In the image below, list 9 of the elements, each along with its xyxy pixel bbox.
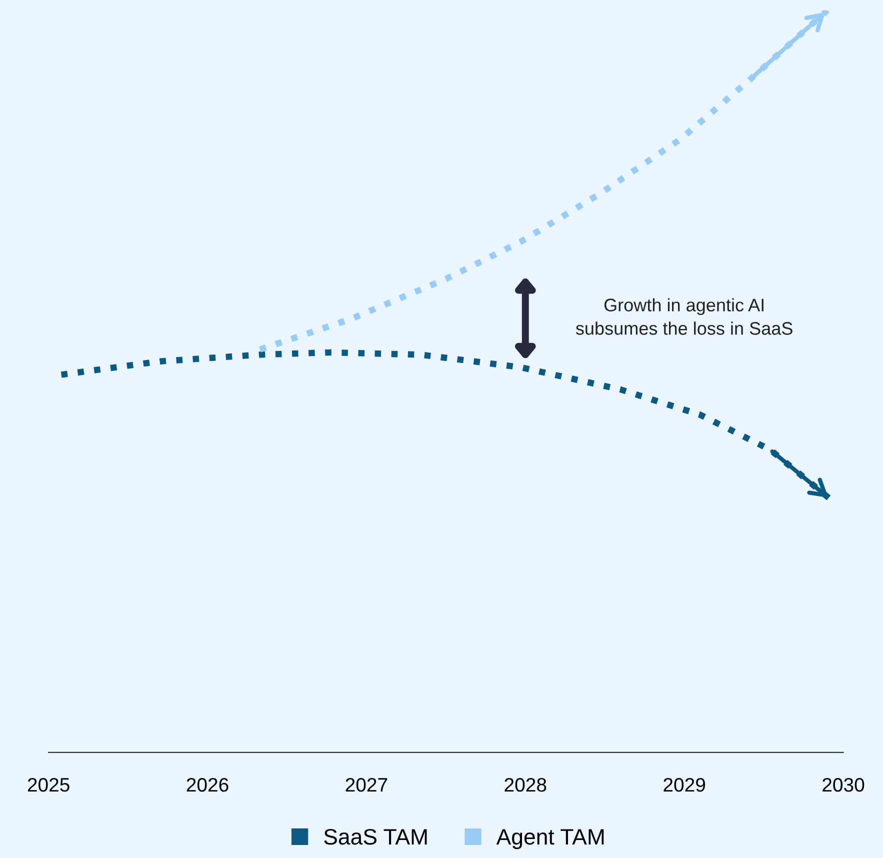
x-tick-label: 2028 — [504, 778, 546, 792]
x-tick-label: 2025 — [28, 778, 70, 792]
x-tick-label: 2029 — [664, 778, 706, 792]
annotation: Growth in agentic AI subsumes the loss in SaaS — [576, 298, 792, 335]
legend-label: SaaS TAM — [324, 828, 427, 845]
x-tick-label: 2030 — [822, 778, 864, 792]
x-tick-label: 2026 — [186, 778, 228, 792]
legend-label: Agent TAM — [496, 829, 604, 850]
x-tick-label: 2027 — [346, 778, 388, 792]
